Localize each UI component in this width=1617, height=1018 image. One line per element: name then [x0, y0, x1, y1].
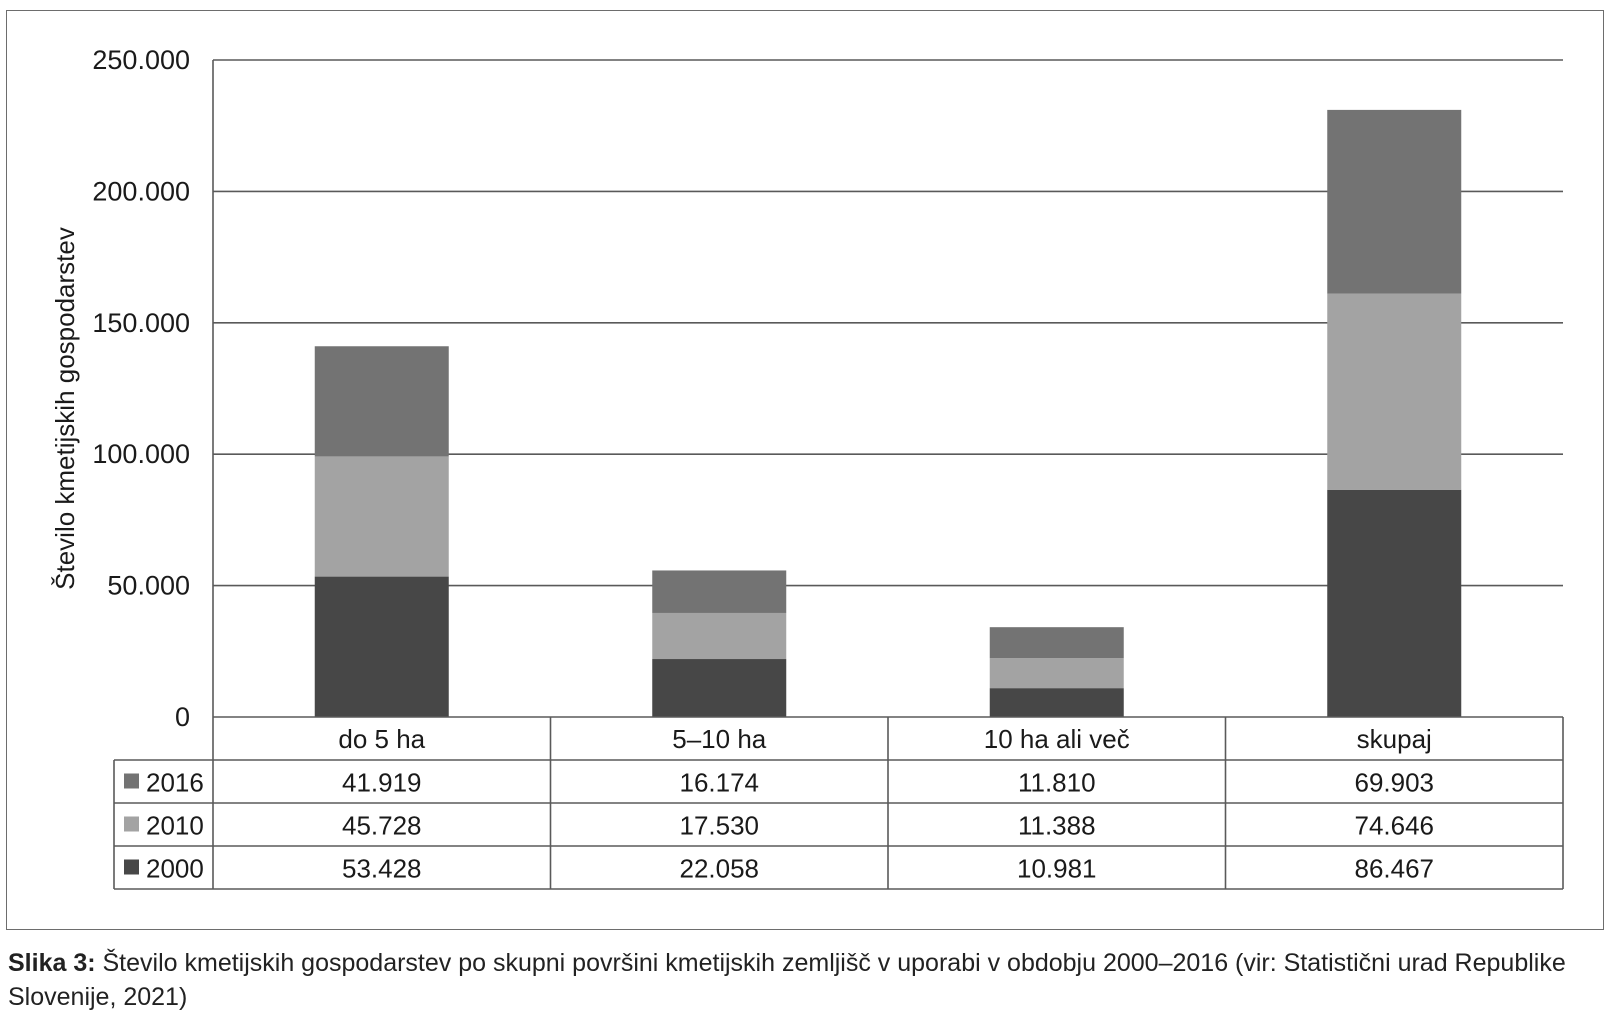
data-table-value: 11.388: [1018, 811, 1096, 841]
data-table-value: 86.467: [1354, 854, 1434, 884]
bar-segment-2016: [1327, 109, 1462, 294]
bar-segment-2000: [989, 688, 1124, 717]
caption-label: Slika 3:: [8, 949, 96, 977]
data-table-value: 69.903: [1354, 768, 1434, 798]
category-label: do 5 ha: [338, 724, 425, 754]
y-tick-label: 50.000: [107, 571, 190, 601]
legend-key-2016: [124, 773, 139, 789]
category-label: skupaj: [1357, 724, 1432, 754]
bar-segment-2010: [652, 612, 787, 660]
data-table-value: 45.728: [342, 811, 422, 841]
y-tick-label: 100.000: [92, 439, 190, 469]
bar-segment-2000: [652, 659, 787, 717]
data-table-value: 74.646: [1354, 811, 1434, 841]
data-table-value: 10.981: [1017, 854, 1097, 884]
bar-segment-2016: [652, 570, 787, 613]
y-tick-label: 200.000: [92, 176, 190, 206]
data-table-value: 17.530: [679, 811, 759, 841]
data-table-value: 41.919: [342, 768, 422, 798]
legend-label: 2000: [146, 854, 204, 884]
legend-key-2000: [124, 859, 139, 875]
y-tick-label: 150.000: [92, 308, 190, 338]
bar-segment-2010: [1327, 293, 1462, 490]
y-tick-label: 250.000: [92, 45, 190, 75]
legend-label: 2016: [146, 768, 204, 798]
bar-segment-2000: [314, 576, 449, 717]
legend-key-2010: [124, 816, 139, 832]
chart-frame: [6, 10, 1604, 930]
y-axis-title: Število kmetijskih gospodarstev: [50, 227, 80, 590]
category-label: 5–10 ha: [672, 724, 767, 754]
bar-segment-2016: [314, 346, 449, 457]
category-label: 10 ha ali več: [984, 724, 1130, 754]
bar-segment-2000: [1327, 489, 1462, 717]
bar-segment-2010: [989, 658, 1124, 689]
data-table-value: 53.428: [342, 854, 422, 884]
legend-label: 2010: [146, 811, 204, 841]
bar-segment-2010: [314, 456, 449, 577]
caption-text: Število kmetijskih gospodarstev po skupn…: [8, 949, 1566, 1011]
data-table-value: 16.174: [679, 768, 759, 798]
figure-caption: Slika 3: Število kmetijskih gospodarstev…: [8, 946, 1608, 1014]
stacked-bar-chart: 0 50.000 100.000 150.000 200.000 250.000 Števi…: [50, 45, 1564, 890]
y-tick-label: 0: [175, 702, 190, 732]
data-table-value: 11.810: [1018, 768, 1096, 798]
data-table-value: 22.058: [679, 854, 759, 884]
bar-segment-2016: [989, 627, 1124, 659]
